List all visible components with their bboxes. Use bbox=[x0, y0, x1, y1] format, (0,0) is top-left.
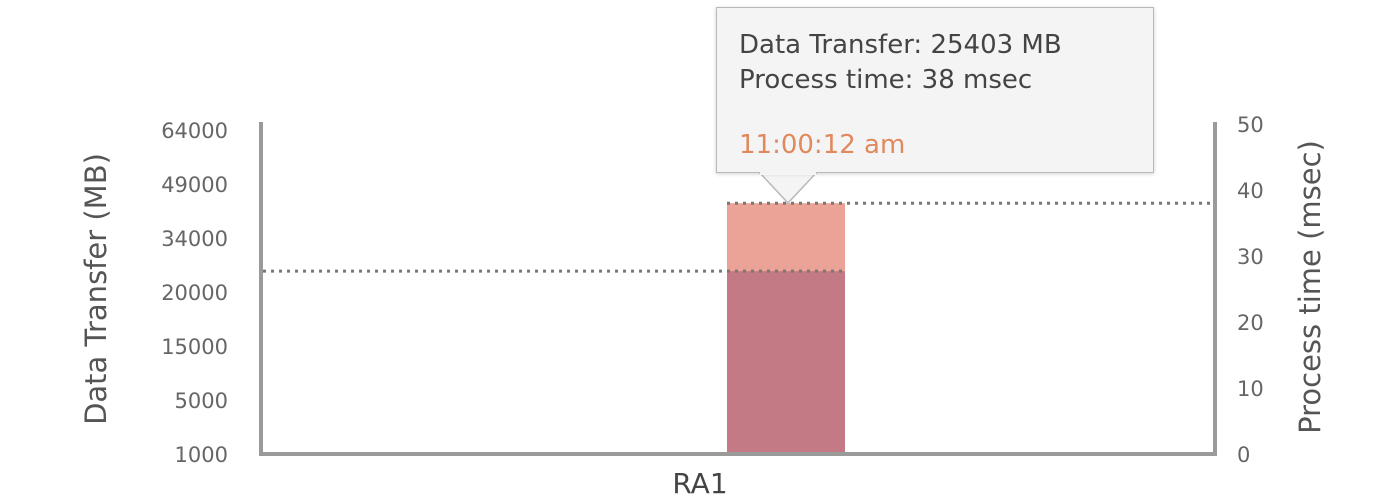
tooltip: Data Transfer: 25403 MB Process time: 38… bbox=[716, 7, 1154, 173]
tooltip-pointer-joint bbox=[760, 171, 816, 175]
tooltip-timestamp: 11:00:12 am bbox=[739, 130, 906, 160]
category-label-ra1: RA1 bbox=[672, 467, 727, 500]
left-tick-label: 20000 bbox=[161, 281, 228, 305]
right-tick-label: 10 bbox=[1237, 377, 1264, 401]
right-tick-label: 50 bbox=[1237, 113, 1264, 137]
right-axis-ticks: 50 40 30 20 10 0 bbox=[1237, 113, 1264, 467]
right-tick-label: 0 bbox=[1237, 443, 1250, 467]
bar-data-transfer[interactable] bbox=[727, 271, 845, 454]
left-tick-label: 64000 bbox=[161, 119, 228, 143]
left-tick-label: 1000 bbox=[175, 443, 228, 467]
left-tick-label: 15000 bbox=[161, 335, 228, 359]
left-axis-ticks: 64000 49000 34000 20000 15000 5000 1000 bbox=[161, 119, 228, 467]
tooltip-process-time: Process time: 38 msec bbox=[739, 65, 1033, 95]
right-tick-label: 20 bbox=[1237, 311, 1264, 335]
left-tick-label: 34000 bbox=[161, 227, 228, 251]
right-tick-label: 30 bbox=[1237, 245, 1264, 269]
right-axis-title: Process time (msec) bbox=[1293, 140, 1327, 434]
left-tick-label: 5000 bbox=[175, 389, 228, 413]
left-tick-label: 49000 bbox=[161, 173, 228, 197]
right-tick-label: 40 bbox=[1237, 179, 1264, 203]
tooltip-pointer bbox=[757, 171, 819, 205]
left-axis-title: Data Transfer (MB) bbox=[79, 153, 113, 425]
tooltip-data-transfer: Data Transfer: 25403 MB bbox=[739, 30, 1062, 60]
